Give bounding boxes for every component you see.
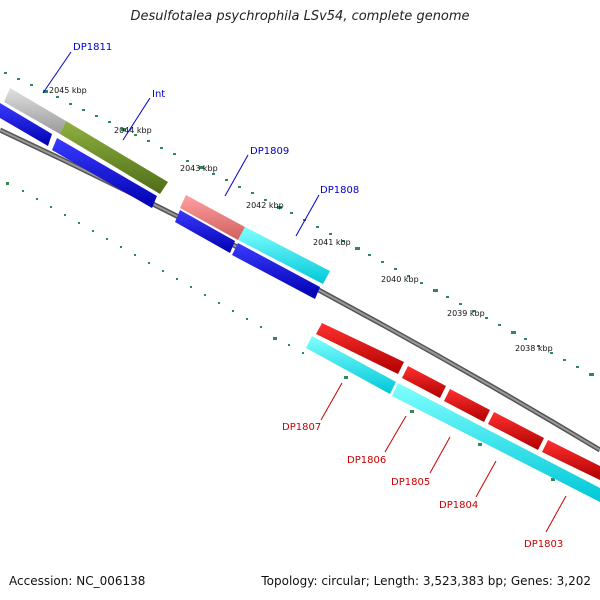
- gene-label-dp1804[interactable]: DP1804: [439, 500, 478, 511]
- tick-label-2038: 2038 kbp: [515, 344, 553, 353]
- gene-dp1811-feature[interactable]: [4, 88, 66, 134]
- tick-label-2039: 2039 kbp: [447, 309, 485, 318]
- accession-text: Accession: NC_006138: [9, 574, 146, 588]
- tick-dots-outer: [4, 72, 594, 376]
- tick-label-2042: 2042 kbp: [246, 201, 284, 210]
- reverse-label-leaders: [320, 382, 567, 533]
- gene-dp1809-feature[interactable]: [180, 195, 245, 240]
- gene-label-dp1808[interactable]: DP1808: [320, 185, 359, 196]
- blue-track-segment-2: [52, 138, 157, 208]
- gene-label-dp1811[interactable]: DP1811: [73, 42, 112, 53]
- gene-dp1804-feature[interactable]: [444, 389, 490, 422]
- gene-dp1808-feature[interactable]: [238, 227, 330, 284]
- gene-label-dp1809[interactable]: DP1809: [250, 146, 289, 157]
- gene-label-dp1807[interactable]: DP1807: [282, 422, 321, 433]
- tick-dots-inner: [6, 182, 555, 481]
- gene-label-dp1805[interactable]: DP1805: [391, 477, 430, 488]
- blue-track-segment-1: [0, 103, 52, 146]
- tick-label-2040: 2040 kbp: [381, 275, 419, 284]
- gene-label-dp1806[interactable]: DP1806: [347, 455, 386, 466]
- blue-track-segment-4: [232, 243, 320, 299]
- gene-int-feature[interactable]: [60, 121, 168, 194]
- gene-cyan-feature-2[interactable]: [392, 383, 600, 502]
- genome-summary-text: Topology: circular; Length: 3,523,383 bp…: [261, 574, 591, 588]
- gene-label-int[interactable]: Int: [152, 89, 165, 100]
- forward-label-leaders: [42, 51, 320, 237]
- gene-dp1807-feature[interactable]: [306, 336, 396, 394]
- gene-dp1805-feature[interactable]: [402, 366, 446, 398]
- gene-dp1803-feature[interactable]: [488, 412, 544, 450]
- gene-red-feature-5[interactable]: [542, 440, 600, 480]
- tick-label-2041: 2041 kbp: [313, 238, 351, 247]
- gene-label-dp1803[interactable]: DP1803: [524, 539, 563, 550]
- blue-track-segment-3: [175, 210, 235, 253]
- gene-dp1806-feature[interactable]: [316, 323, 404, 374]
- tick-label-2045: 2045 kbp: [49, 86, 87, 95]
- tick-label-2043: 2043 kbp: [180, 164, 218, 173]
- tick-label-2044: 2044 kbp: [114, 126, 152, 135]
- map-title: Desulfotalea psychrophila LSv54, complet…: [130, 9, 470, 24]
